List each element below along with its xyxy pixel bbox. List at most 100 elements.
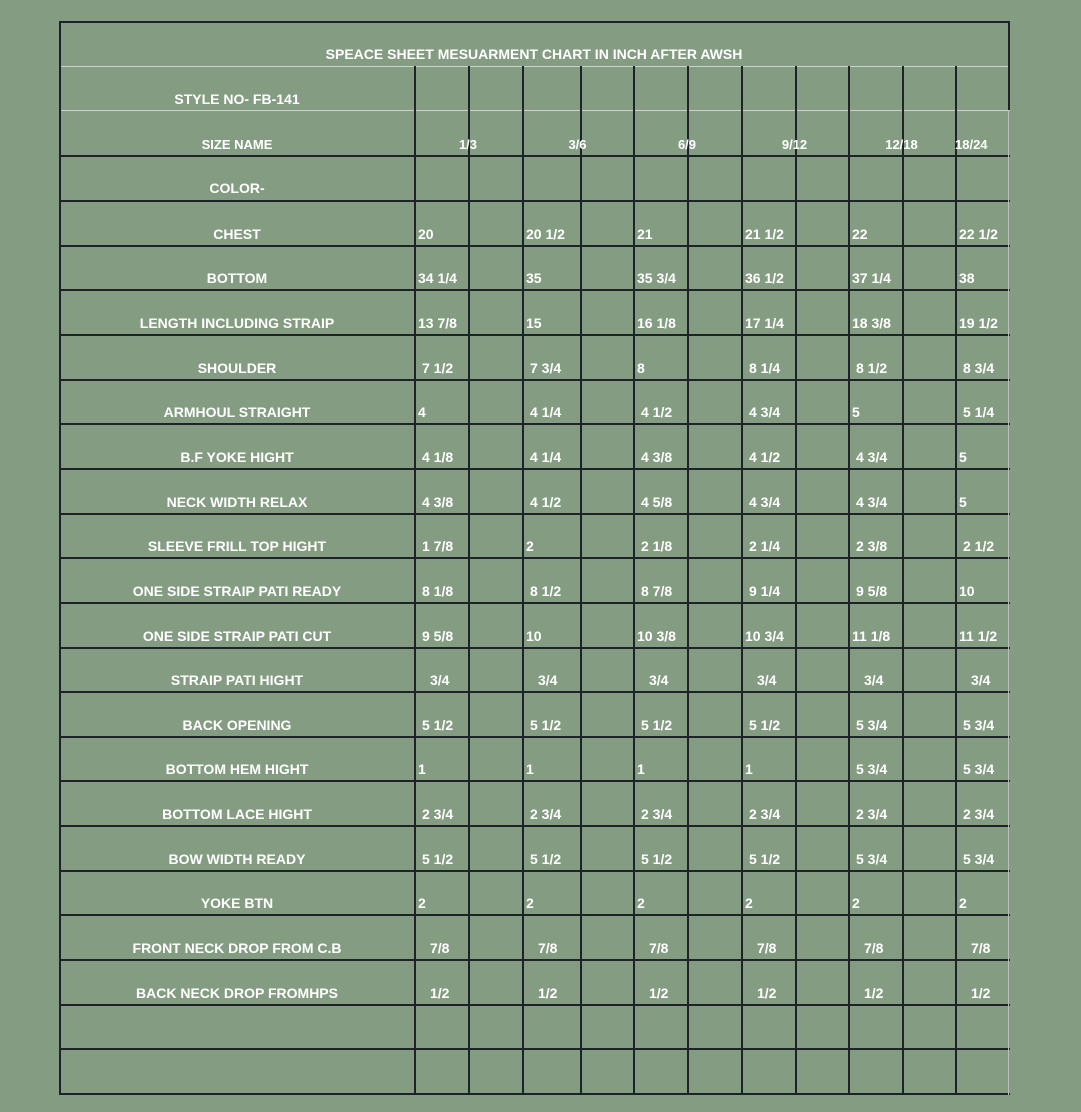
- grid-border-right: [1008, 110, 1009, 1095]
- size-header: 12/18: [885, 137, 918, 152]
- measurement-value: 5 1/2: [641, 717, 673, 733]
- measurement-value: 5: [959, 494, 967, 510]
- measurement-value: 2 3/4: [422, 806, 454, 822]
- measurement-value: 5 1/4: [963, 404, 995, 420]
- measurement-value: 5 3/4: [963, 851, 995, 867]
- measurement-value: 1: [418, 761, 426, 777]
- measurement-value: 22 1/2: [959, 226, 998, 242]
- grid-row-line: [60, 468, 1010, 470]
- measurement-value: 1/2: [971, 985, 991, 1001]
- measurement-value: 34 1/4: [418, 270, 457, 286]
- grid-column-line: [741, 66, 743, 1095]
- grid-row-line: [60, 1048, 1010, 1050]
- measurement-value: 10: [959, 583, 975, 599]
- measurement-value: 4 3/4: [749, 404, 781, 420]
- color-label: COLOR-: [209, 180, 265, 196]
- measurement-value: 1/2: [430, 985, 450, 1001]
- measurement-value: 19 1/2: [959, 315, 998, 331]
- grid-row-line: [60, 155, 1010, 157]
- measurement-label: FRONT NECK DROP FROM C.B: [132, 940, 342, 956]
- measurement-value: 18 3/8: [852, 315, 891, 331]
- grid-column-line: [580, 66, 582, 1095]
- measurement-value: 3/4: [649, 672, 669, 688]
- measurement-label: ONE SIDE STRAIP PATI CUT: [142, 628, 332, 644]
- measurement-value: 1 7/8: [422, 538, 454, 554]
- measurement-value: 4 1/4: [530, 449, 562, 465]
- measurement-value: 4 1/8: [422, 449, 454, 465]
- measurement-value: 35: [526, 270, 542, 286]
- measurement-value: 22: [852, 226, 868, 242]
- grid-row-line: [60, 691, 1010, 693]
- measurement-value: 5 3/4: [856, 717, 888, 733]
- grid-row-line: [60, 647, 1010, 649]
- measurement-value: 1: [745, 761, 753, 777]
- measurement-value: 8 1/4: [749, 360, 781, 376]
- measurement-value: 2: [418, 895, 426, 911]
- measurement-value: 7/8: [757, 940, 777, 956]
- measurement-value: 4 3/8: [422, 494, 454, 510]
- size-header: 6/9: [677, 137, 697, 152]
- measurement-value: 4: [418, 404, 426, 420]
- measurement-value: 20 1/2: [526, 226, 565, 242]
- measurement-value: 9 1/4: [749, 583, 781, 599]
- measurement-value: 1/2: [864, 985, 884, 1001]
- measurement-value: 4 3/4: [749, 494, 781, 510]
- measurement-value: 5 1/2: [530, 717, 562, 733]
- measurement-value: 2 1/4: [749, 538, 781, 554]
- grid-column-line: [414, 66, 416, 1095]
- measurement-value: 13 7/8: [418, 315, 457, 331]
- measurement-value: 9 5/8: [422, 628, 454, 644]
- measurement-value: 21 1/2: [745, 226, 784, 242]
- measurement-value: 7/8: [649, 940, 669, 956]
- measurement-value: 5 1/2: [422, 851, 454, 867]
- measurement-label: BOTTOM: [206, 270, 268, 286]
- measurement-label: NECK WIDTH RELAX: [166, 494, 308, 510]
- measurement-value: 8: [637, 360, 645, 376]
- measurement-value: 5 1/2: [749, 717, 781, 733]
- grid-row-line: [60, 289, 1010, 291]
- grid-row-line: [60, 602, 1010, 604]
- measurement-value: 10 3/8: [637, 628, 676, 644]
- measurement-label: BOTTOM LACE HIGHT: [162, 806, 312, 822]
- grid-row-line: [60, 110, 1010, 111]
- measurement-value: 37 1/4: [852, 270, 891, 286]
- measurement-value: 16 1/8: [637, 315, 676, 331]
- grid-column-line: [795, 66, 797, 1095]
- measurement-value: 8 7/8: [641, 583, 673, 599]
- measurement-value: 20: [418, 226, 434, 242]
- grid-column-line: [522, 66, 524, 1095]
- measurement-value: 15: [526, 315, 542, 331]
- measurement-value: 3/4: [757, 672, 777, 688]
- measurement-value: 7/8: [430, 940, 450, 956]
- grid-row-line: [60, 21, 1010, 23]
- measurement-value: 10: [526, 628, 542, 644]
- measurement-value: 4 1/2: [641, 404, 673, 420]
- measurement-value: 5 3/4: [856, 761, 888, 777]
- grid-row-line: [60, 1093, 1010, 1095]
- grid-row-line: [60, 1004, 1010, 1006]
- grid-row-line: [60, 334, 1010, 336]
- measurement-label: YOKE BTN: [200, 895, 274, 911]
- measurement-value: 7 1/2: [422, 360, 454, 376]
- measurement-value: 2 3/4: [641, 806, 673, 822]
- measurement-value: 2 1/2: [963, 538, 995, 554]
- measurement-value: 2: [526, 895, 534, 911]
- measurement-label: SLEEVE FRILL TOP HIGHT: [147, 538, 327, 554]
- measurement-value: 3/4: [430, 672, 450, 688]
- measurement-value: 2: [852, 895, 860, 911]
- measurement-value: 2: [526, 538, 534, 554]
- grid-row-line: [60, 825, 1010, 827]
- measurement-label: STRAIP PATI HIGHT: [170, 672, 304, 688]
- size-header: 18/24: [955, 137, 988, 152]
- grid-column-line: [848, 66, 850, 1095]
- measurement-value: 2: [637, 895, 645, 911]
- measurement-value: 10 3/4: [745, 628, 784, 644]
- measurement-value: 7/8: [864, 940, 884, 956]
- grid-row-line: [60, 780, 1010, 782]
- measurement-value: 8 1/8: [422, 583, 454, 599]
- grid-row-line: [60, 423, 1010, 425]
- grid-row-line: [60, 557, 1010, 559]
- measurement-value: 11 1/8: [852, 628, 891, 644]
- measurement-value: 8 1/2: [856, 360, 888, 376]
